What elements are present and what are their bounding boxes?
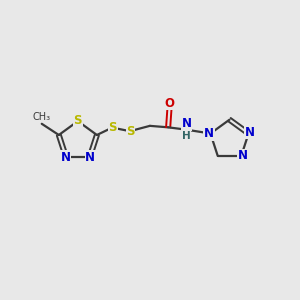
Text: S: S [109, 121, 117, 134]
Text: S: S [74, 114, 82, 127]
Text: N: N [204, 127, 214, 140]
Text: N: N [61, 151, 70, 164]
Text: H: H [182, 130, 191, 141]
Text: N: N [182, 117, 191, 130]
Text: O: O [165, 97, 175, 110]
Text: N: N [85, 151, 95, 164]
Text: N: N [245, 125, 255, 139]
Text: N: N [238, 149, 248, 162]
Text: CH₃: CH₃ [33, 112, 51, 122]
Text: S: S [126, 125, 135, 138]
